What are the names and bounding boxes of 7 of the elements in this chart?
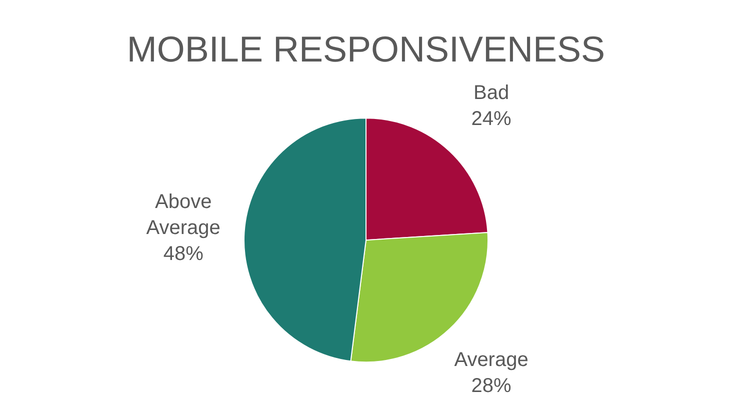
slice-label: Average (454, 349, 528, 372)
data-label: 28% (471, 375, 512, 398)
chart-title: MOBILE RESPONSIVENESS (126, 28, 606, 70)
slice-label: Above Average (146, 191, 220, 240)
slice-label: Bad (473, 82, 510, 104)
data-label: 24% (471, 108, 512, 130)
data-label: 48% (163, 243, 204, 266)
